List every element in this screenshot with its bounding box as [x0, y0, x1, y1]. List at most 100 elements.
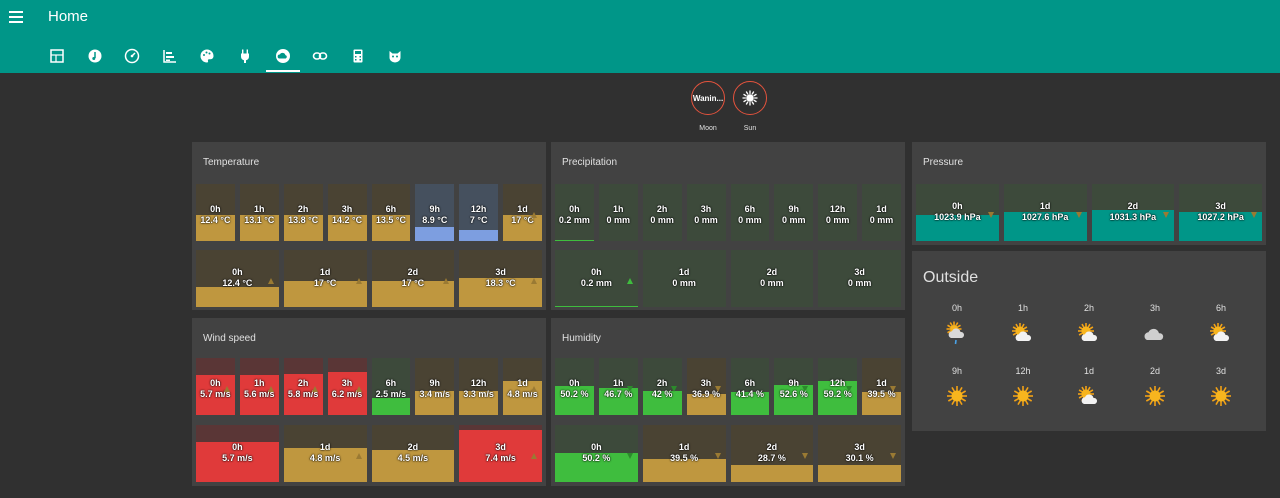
stat-period: 3d	[854, 442, 865, 452]
forecast-item: 12h	[1003, 366, 1043, 408]
stat-value: 5.7 m/s	[222, 453, 253, 463]
stat-cell: 9h 3.4 m/s	[415, 358, 455, 415]
stat-value: 3.3 m/s	[463, 389, 494, 399]
stat-value: 13.1 °C	[244, 215, 275, 225]
stat-period: 1d	[319, 267, 331, 277]
stat-level-bar	[239, 375, 279, 415]
stat-period: 3d	[1215, 201, 1226, 211]
stat-period: 2d	[766, 267, 778, 277]
stat-period: 2d	[766, 442, 778, 452]
tab-chart-bar[interactable]	[153, 40, 187, 72]
stat-cell: 3d 30.1 %	[818, 425, 901, 482]
stat-cell: 12h 59.2 %	[818, 358, 858, 415]
stat-period: 0h	[569, 378, 580, 388]
stat-level-bar	[371, 215, 411, 241]
stat-value: 0 mm	[760, 278, 784, 288]
humidity-card: Humidity 0h 50.2 % 1h 46.7 % 2h 42 % 3h 36.9 % 6h…	[551, 318, 905, 486]
sun-icon	[1145, 386, 1165, 406]
stat-value: 0.2 mm	[558, 215, 590, 225]
stat-period: 3h	[341, 204, 353, 214]
moon-badge[interactable]: Wanin...	[691, 81, 725, 115]
sun-label: Sun	[743, 125, 757, 132]
stat-cell: 0h 0.2 mm	[555, 184, 594, 241]
stat-period: 2d	[407, 442, 419, 452]
forecast-item: 2d	[1135, 366, 1175, 408]
forecast-period: 1d	[1083, 366, 1094, 376]
stat-value: 52.6 %	[779, 389, 808, 399]
stat-period: 6h	[385, 378, 397, 388]
stat-cell: 0h 5.7 m/s	[196, 358, 235, 415]
stat-level-bar	[283, 281, 367, 307]
stat-cell: 3h 36.9 %	[686, 358, 726, 415]
stat-level-bar	[818, 465, 901, 482]
stat-period: 1h	[613, 204, 624, 214]
stat-cell: 1h 13.1 °C	[239, 184, 279, 241]
tab-dashboard[interactable]	[40, 40, 74, 72]
stat-cell: 1h 46.7 %	[598, 358, 638, 415]
stat-value: 39.5 %	[867, 389, 896, 399]
stat-level-bar	[555, 386, 594, 415]
stat-period: 3h	[341, 378, 353, 388]
sun-icon	[1013, 386, 1033, 406]
tab-link[interactable]	[303, 40, 337, 72]
stat-period: 0h	[591, 442, 602, 452]
stat-value: 0 mm	[847, 278, 872, 288]
stat-period: 1d	[678, 267, 690, 277]
stat-cell: 0h 12.4 °C	[196, 184, 235, 241]
tab-gauge[interactable]	[115, 40, 149, 72]
forecast-period: 12h	[1015, 366, 1031, 376]
stat-level-bar	[1091, 210, 1175, 241]
stat-value: 4.5 m/s	[397, 453, 429, 463]
forecast-item: 1d	[1069, 366, 1109, 408]
stat-cell: 6h 41.4 %	[730, 358, 770, 415]
stat-level-bar	[686, 394, 726, 415]
stat-level-bar	[371, 281, 455, 307]
stat-cell: 12h 3.3 m/s	[459, 358, 499, 415]
stat-period: 1d	[517, 204, 528, 214]
trend-down-icon	[802, 453, 809, 459]
stat-cell: 2h 13.8 °C	[283, 184, 323, 241]
outside-card: Outside 0h 1h 2h 3h 6h 9h 12h 1d 2d 3d	[912, 251, 1266, 431]
wind-card: Wind speed 0h 5.7 m/s 1h 5.6 m/s 2h 5.8 m/s 3h 6…	[192, 318, 546, 486]
trend-down-icon	[1075, 212, 1082, 218]
stat-period: 0h	[232, 442, 243, 452]
stat-period: 9h	[429, 378, 441, 388]
tab-weather-cloud[interactable]	[265, 40, 300, 72]
forecast-item: 2h	[1069, 303, 1109, 345]
stat-cell: 3d 0 mm	[818, 250, 901, 307]
tab-palette[interactable]	[190, 40, 224, 72]
stat-level-bar	[196, 215, 235, 241]
chart-bar-icon	[163, 50, 176, 63]
trend-up-icon	[267, 386, 274, 392]
stat-value: 0 mm	[694, 215, 718, 225]
sun-cloud-icon	[1210, 323, 1230, 341]
tab-music[interactable]	[78, 40, 112, 72]
precipitation-card: Precipitation 0h 0.2 mm 1h 0 mm 2h 0 mm 3h 0 mm 6…	[551, 142, 905, 310]
tab-calculator[interactable]	[341, 40, 375, 72]
stat-period: 9h	[429, 204, 441, 214]
stat-cell: 0h 50.2 %	[555, 425, 638, 482]
tab-plug[interactable]	[228, 40, 262, 72]
stat-value: 0 mm	[825, 215, 850, 225]
forecast-period: 6h	[1215, 303, 1226, 313]
forecast-period: 2h	[1083, 303, 1094, 313]
plug-icon	[241, 49, 249, 63]
stat-value: 8.9 °C	[422, 215, 448, 225]
stat-value: 0 mm	[782, 215, 806, 225]
stat-level-bar	[327, 372, 367, 415]
stat-cell: 1d 39.5 %	[862, 358, 901, 415]
stat-value: 0 mm	[606, 215, 631, 225]
humidity-title: Humidity	[562, 333, 601, 344]
menu-icon[interactable]	[9, 10, 25, 24]
stat-value: 2.5 m/s	[375, 389, 407, 399]
stat-value: 0 mm	[650, 215, 674, 225]
stat-value: 50.2 %	[582, 453, 611, 463]
stat-period: 6h	[385, 204, 397, 214]
stat-cell: 9h 8.9 °C	[415, 184, 455, 241]
stat-level-bar	[196, 375, 235, 415]
stat-value: 5.8 m/s	[287, 389, 319, 399]
wind-title: Wind speed	[203, 333, 256, 344]
tab-cat[interactable]	[378, 40, 412, 72]
sun-badge[interactable]	[733, 81, 767, 115]
stat-period: 1d	[319, 442, 331, 452]
